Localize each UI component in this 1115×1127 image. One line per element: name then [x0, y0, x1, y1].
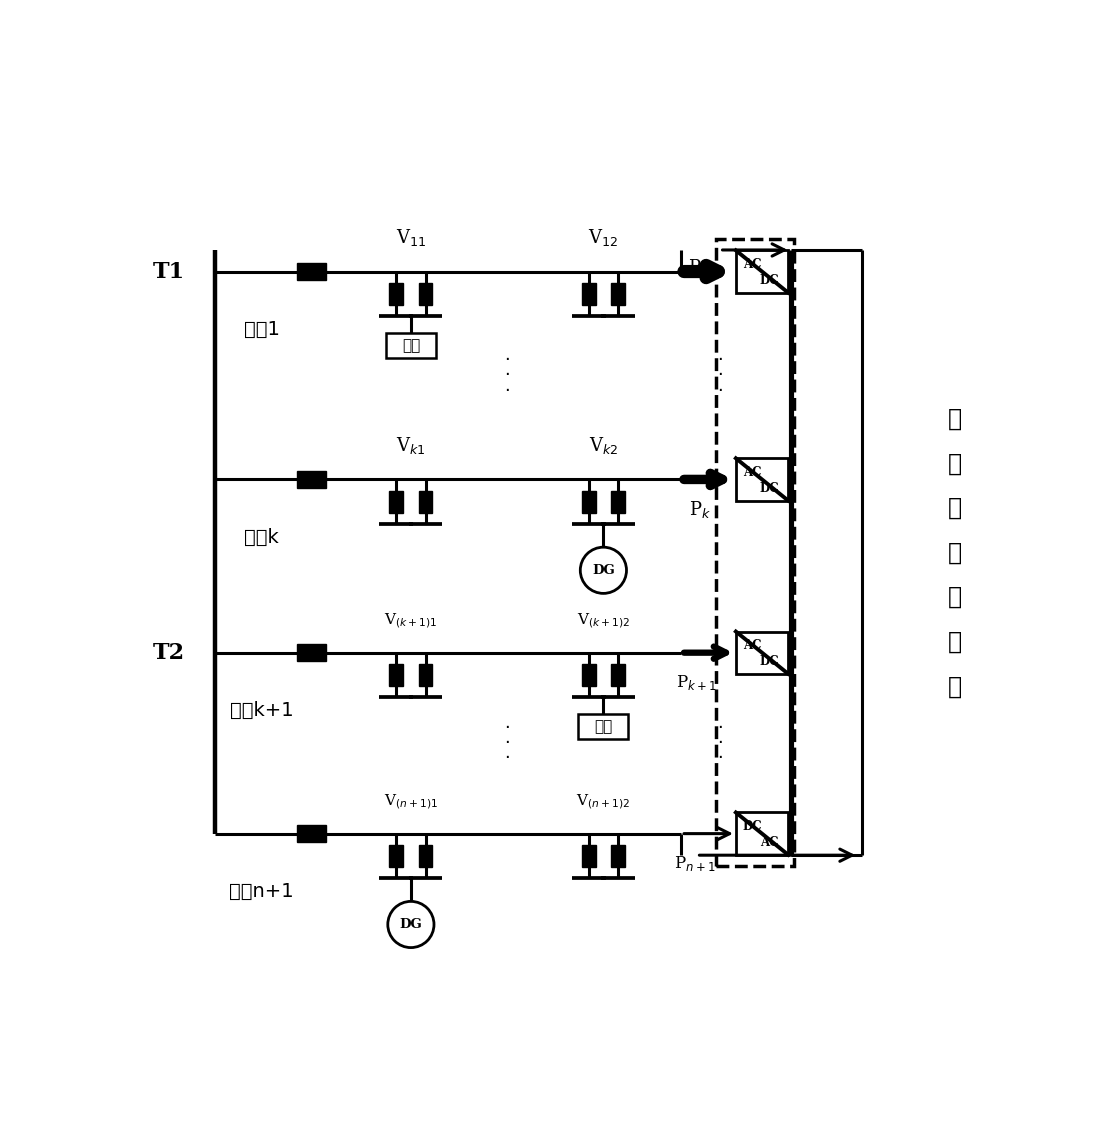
Bar [389, 845, 404, 867]
Bar [611, 845, 624, 867]
Text: 多: 多 [948, 496, 961, 520]
Text: 柔: 柔 [948, 407, 961, 431]
Bar [582, 664, 595, 686]
Text: 状: 状 [948, 541, 961, 565]
Bar [297, 825, 327, 842]
Circle shape [580, 548, 627, 594]
Text: V$_{k2}$: V$_{k2}$ [589, 435, 618, 456]
Text: P$_{k+1}$: P$_{k+1}$ [676, 673, 717, 692]
Text: ·
·
·: · · · [504, 352, 510, 400]
Text: ·
·
·: · · · [717, 352, 723, 400]
Bar [389, 283, 404, 304]
Bar [297, 263, 327, 279]
Text: DG: DG [399, 919, 423, 931]
Text: 性: 性 [948, 451, 961, 476]
Text: V$_{(n+1)1}$: V$_{(n+1)1}$ [384, 792, 438, 810]
Bar [736, 813, 788, 854]
Bar [389, 491, 404, 513]
Text: P$_k$: P$_k$ [689, 499, 711, 521]
Text: T1: T1 [153, 260, 185, 283]
Bar [418, 283, 433, 304]
Bar [582, 491, 595, 513]
Text: AC: AC [743, 465, 762, 479]
Text: V$_{(k+1)1}$: V$_{(k+1)1}$ [385, 611, 437, 630]
Bar [611, 664, 624, 686]
Bar [418, 845, 433, 867]
Text: DC: DC [743, 820, 762, 833]
Text: DC: DC [760, 482, 779, 495]
Bar [716, 239, 794, 866]
Text: 关: 关 [948, 675, 961, 699]
Bar [611, 491, 624, 513]
Text: 馈线k+1: 馈线k+1 [230, 701, 293, 720]
Bar [297, 645, 327, 662]
Text: AC: AC [743, 258, 762, 272]
Bar [418, 664, 433, 686]
Text: V$_{11}$: V$_{11}$ [396, 228, 426, 248]
Text: P$_1$: P$_1$ [688, 257, 709, 278]
Text: 馈线1: 馈线1 [243, 320, 280, 339]
Text: AC: AC [743, 639, 762, 653]
Text: DG: DG [592, 564, 614, 577]
Bar [297, 471, 327, 488]
Text: DC: DC [760, 656, 779, 668]
Text: 负荷: 负荷 [594, 719, 612, 734]
Text: ·
·
·: · · · [504, 719, 510, 767]
Text: 负荷: 负荷 [401, 338, 420, 353]
Text: AC: AC [760, 836, 779, 850]
Bar [386, 334, 436, 357]
Circle shape [388, 902, 434, 948]
Text: P$_{n+1}$: P$_{n+1}$ [673, 853, 715, 872]
Bar [418, 491, 433, 513]
Text: V$_{k1}$: V$_{k1}$ [396, 435, 426, 456]
Text: 馈线k: 馈线k [244, 527, 279, 547]
Text: 馈线n+1: 馈线n+1 [230, 882, 294, 900]
Bar [582, 283, 595, 304]
Bar [736, 250, 788, 293]
Bar [389, 664, 404, 686]
Text: DC: DC [760, 274, 779, 287]
Text: 态: 态 [948, 585, 961, 610]
Text: V$_{(k+1)2}$: V$_{(k+1)2}$ [576, 611, 630, 630]
Text: V$_{12}$: V$_{12}$ [589, 228, 619, 248]
Text: T2: T2 [153, 641, 185, 664]
Text: 开: 开 [948, 630, 961, 654]
Bar [579, 715, 629, 739]
Bar [736, 631, 788, 674]
Text: ·
·
·: · · · [717, 719, 723, 767]
Bar [611, 283, 624, 304]
Bar [582, 845, 595, 867]
Text: V$_{(n+1)2}$: V$_{(n+1)2}$ [576, 792, 630, 810]
Bar [736, 459, 788, 500]
